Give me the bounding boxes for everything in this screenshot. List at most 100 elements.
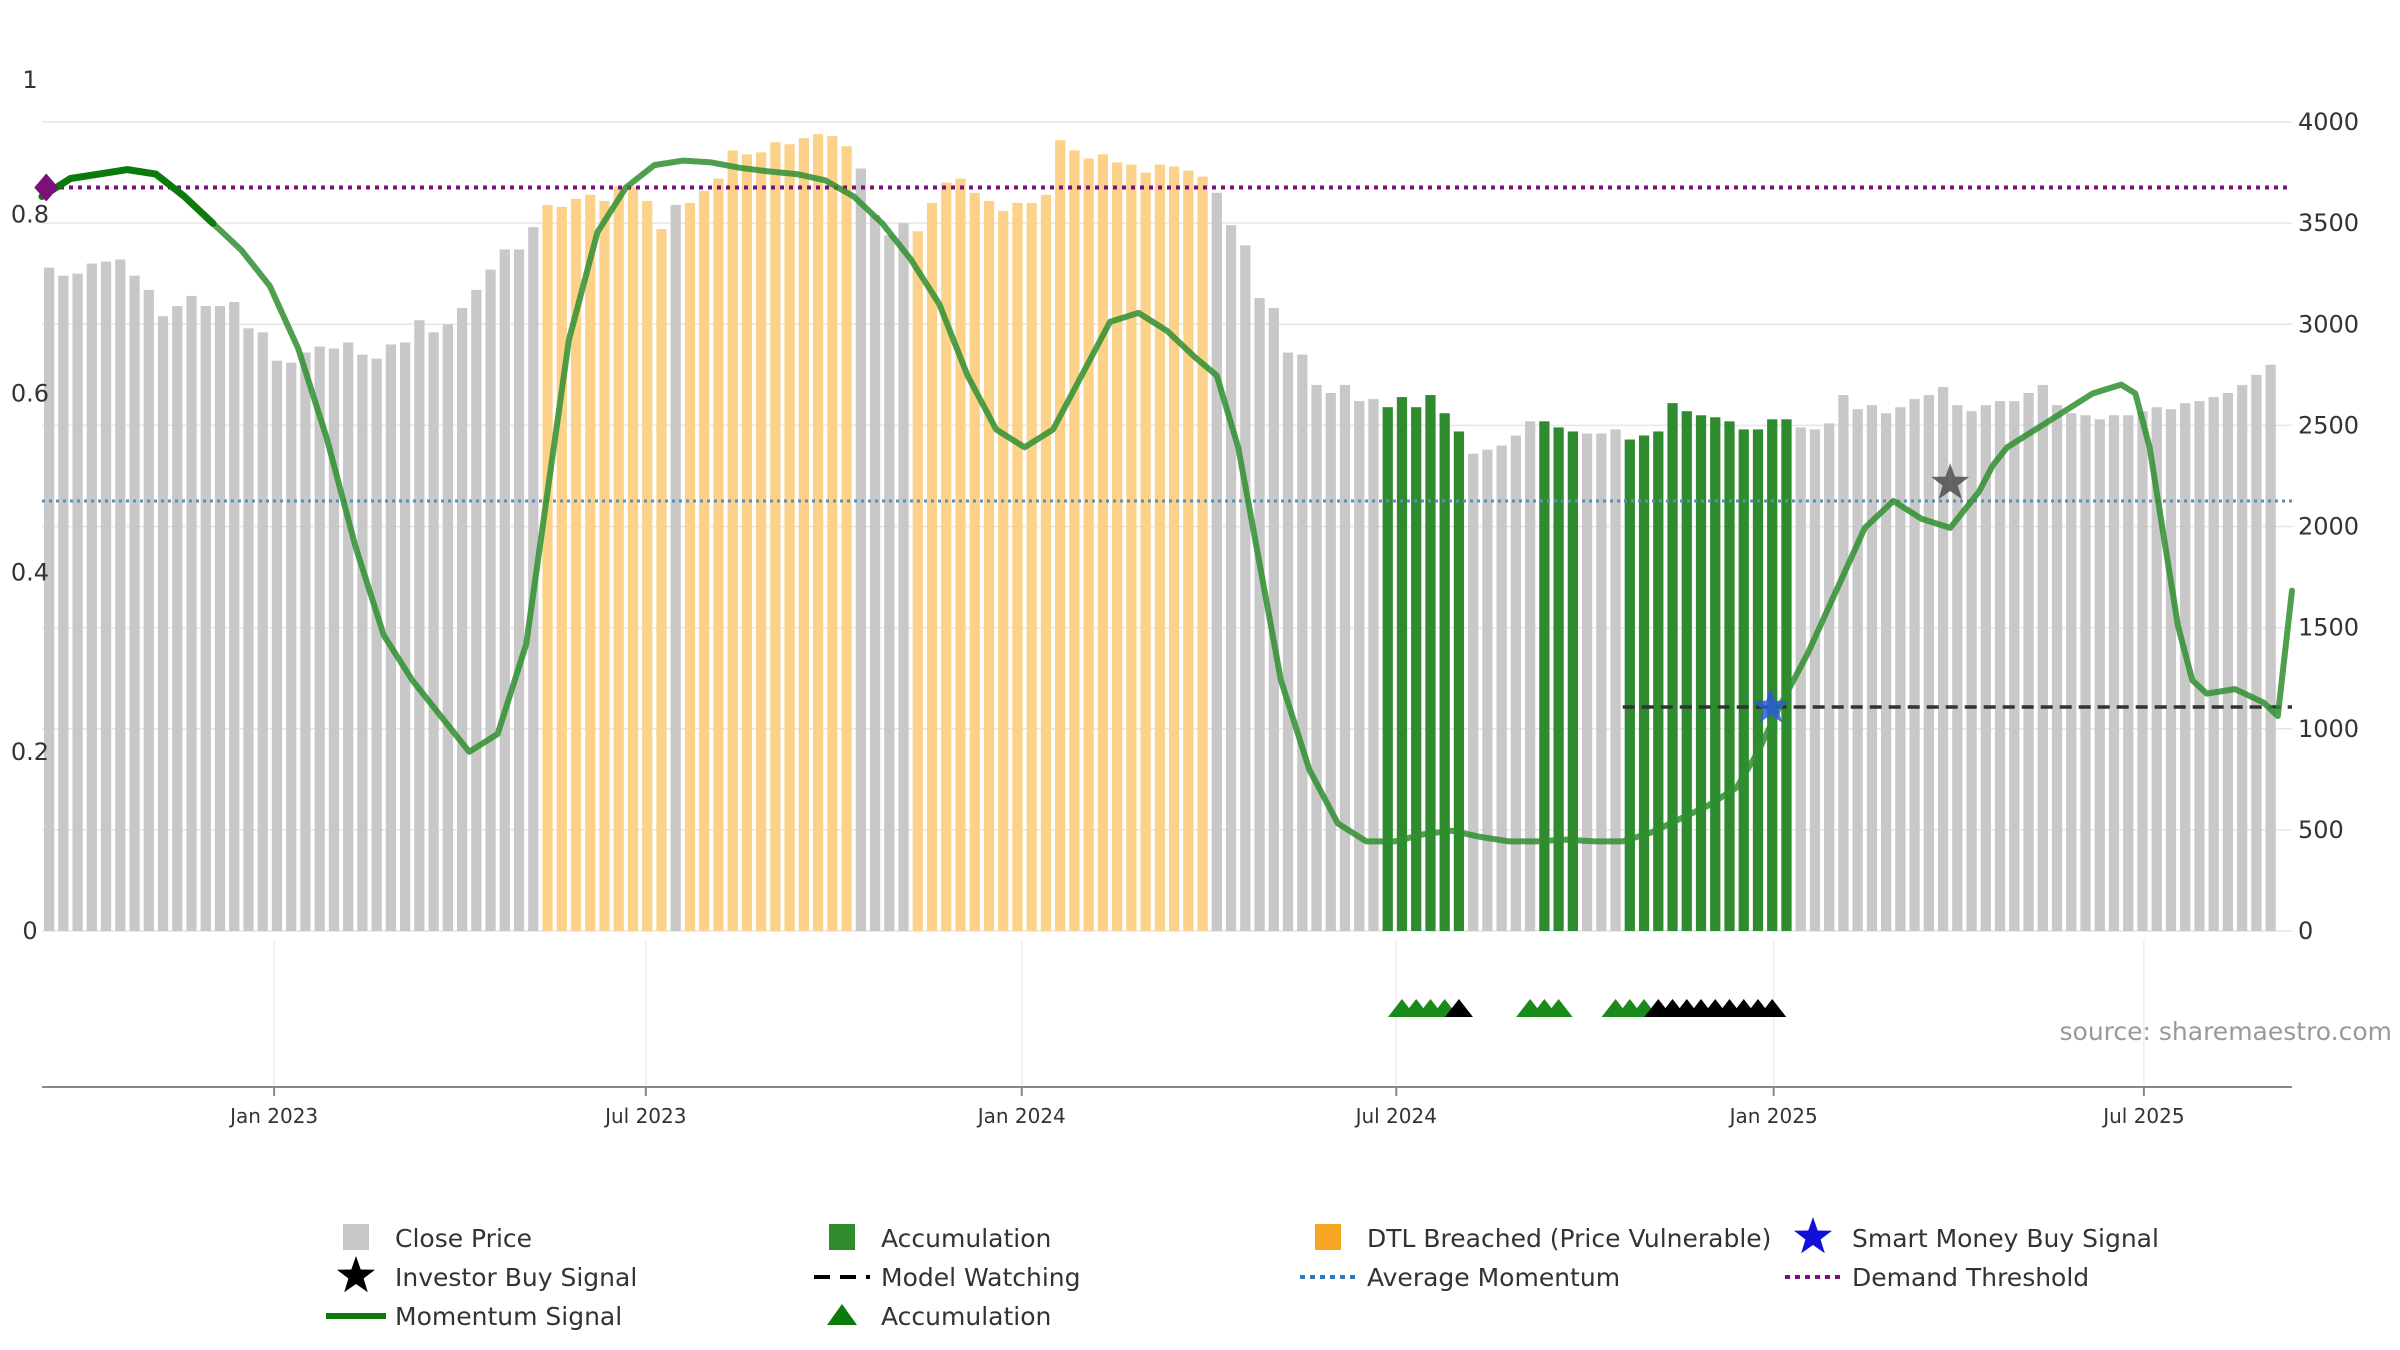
close-price-bar	[1311, 384, 1322, 931]
dtl-breached-bar	[1083, 158, 1094, 931]
close-price-bar	[1468, 453, 1479, 931]
dtl-breached-bar	[1012, 202, 1023, 931]
close-price-bar	[1881, 413, 1892, 931]
accumulation-bar	[1752, 429, 1764, 931]
signal-markers	[34, 173, 1970, 1017]
close-price-bar	[1482, 449, 1493, 931]
accumulation-triangle	[1544, 999, 1573, 1017]
dtl-breached-bar	[599, 200, 610, 931]
legend-item-accumulation-triangle: Accumulation	[827, 1302, 1051, 1331]
x-tick-label: Jan 2023	[228, 1104, 318, 1128]
close-price-bar	[100, 261, 112, 931]
star-icon	[337, 1256, 375, 1293]
close-price-bar	[1339, 384, 1351, 931]
accumulation-bar	[1567, 431, 1578, 931]
close-price-bar	[328, 348, 340, 931]
investor-buy-signal-star	[1931, 463, 1970, 500]
legend-swatch	[829, 1224, 855, 1250]
momentum-signal-line	[39, 157, 2295, 845]
close-price-bar	[1496, 445, 1507, 931]
close-price-bar	[2037, 384, 2048, 931]
dtl-breached-bar	[827, 136, 838, 932]
close-price-bar	[1994, 401, 2006, 932]
close-price-bar	[1610, 429, 1621, 931]
right-tick-label: 3500	[2298, 209, 2359, 237]
legend-label: Demand Threshold	[1852, 1263, 2089, 1292]
source-watermark: source: sharemaestro.com	[2060, 1017, 2393, 1046]
close-price-bar	[1368, 399, 1379, 931]
close-price-bar	[456, 308, 468, 931]
axes: Jan 2023 Jul 2023 Jan 2024 Jul 2024 Jan 2025…	[11, 66, 2359, 1128]
close-price-bar	[1240, 245, 1251, 931]
dtl-breached-bar	[1069, 150, 1080, 931]
close-price-bar	[2180, 403, 2191, 931]
close-price-bar	[214, 306, 226, 931]
close-price-bar	[1596, 433, 1607, 931]
close-price-bar	[2051, 405, 2063, 931]
close-price-bar	[243, 328, 254, 931]
close-price-bar	[1866, 405, 1878, 931]
close-price-bar	[157, 316, 169, 931]
close-price-bar	[1525, 421, 1536, 931]
close-price-bar	[471, 289, 482, 931]
close-price-bar	[2194, 401, 2205, 932]
close-price-bar	[257, 332, 268, 932]
close-price-bar	[143, 289, 154, 931]
close-price-bar	[1354, 401, 1365, 932]
close-price-bar	[1852, 409, 1863, 931]
close-price-bar	[58, 275, 69, 932]
left-tick-label: 0.4	[11, 559, 49, 587]
legend-label: Smart Money Buy Signal	[1852, 1224, 2159, 1253]
dtl-breached-bar	[1197, 176, 1208, 932]
star-icon	[1794, 1217, 1832, 1254]
close-price-bar	[2009, 401, 2020, 932]
close-price-bar	[2165, 409, 2177, 931]
legend-item-close-price: Close Price	[343, 1224, 532, 1253]
close-price-bar	[229, 302, 240, 931]
close-price-bar	[428, 332, 439, 932]
demand-marker	[34, 173, 59, 202]
close-price-bar	[414, 320, 425, 932]
close-price-bar	[2137, 411, 2148, 931]
close-price-bar	[314, 346, 325, 931]
dtl-breached-bar	[570, 198, 582, 932]
close-price-bar	[2066, 413, 2077, 931]
close-price-bar	[2108, 415, 2120, 931]
accumulation-bar	[1624, 439, 1635, 931]
x-tick-label: Jan 2025	[1728, 1104, 1818, 1128]
accumulation-bar	[1411, 407, 1422, 931]
close-price-bar	[86, 263, 97, 931]
close-price-bar	[129, 275, 140, 932]
legend-item-dtl-breached: DTL Breached (Price Vulnerable)	[1315, 1224, 1771, 1253]
close-price-bar	[186, 295, 197, 931]
close-price-bar	[1980, 405, 1991, 931]
dtl-breached-bar	[756, 152, 767, 931]
triangle-icon	[827, 1304, 857, 1325]
dtl-breached-bar	[798, 138, 809, 931]
dtl-breached-bar	[841, 146, 852, 931]
dtl-breached-bar	[627, 186, 639, 932]
accumulation-triangle	[1758, 999, 1787, 1017]
close-price-bar	[1254, 297, 1265, 931]
smart-money-buy-signal-star	[1752, 688, 1789, 723]
close-price-bar	[172, 306, 183, 931]
close-price-bar	[2237, 384, 2248, 931]
close-price-bar	[2094, 419, 2105, 931]
close-price-bar	[43, 267, 55, 931]
x-tick-label: Jan 2024	[976, 1104, 1066, 1128]
accumulation-bar	[1724, 421, 1735, 931]
dtl-breached-bar	[1140, 172, 1151, 931]
close-price-bar	[1824, 423, 1835, 931]
legend-label: Accumulation	[881, 1224, 1051, 1253]
close-price-bar	[2208, 397, 2219, 931]
dtl-breached-bar	[784, 144, 795, 931]
close-price-bar	[884, 235, 895, 931]
dtl-breached-bar	[1126, 164, 1137, 931]
legend-item-average-momentum: Average Momentum	[1300, 1263, 1620, 1292]
legend: Close Price Accumulation DTL Breached (Pri…	[326, 1217, 2159, 1331]
left-tick-label: 0.2	[11, 738, 49, 766]
close-price-bar	[1952, 405, 1963, 931]
accumulation-bar	[1695, 415, 1707, 931]
dtl-breached-bar	[1040, 194, 1052, 931]
x-tick-label: Jul 2023	[603, 1104, 686, 1128]
